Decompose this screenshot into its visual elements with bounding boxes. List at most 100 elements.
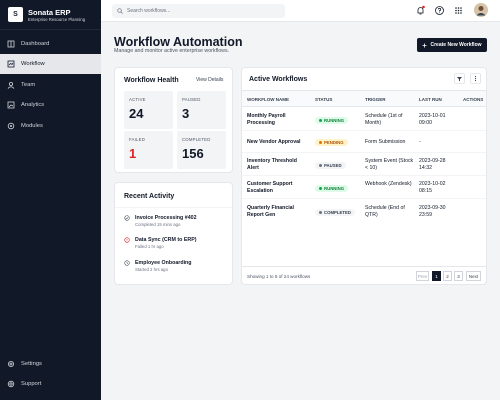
workflow-name[interactable]: Quarterly Financial Report Gen [247,205,294,218]
divider [242,130,486,131]
activity-item: Invoice Processing #402 Completed 15 mins… [124,215,234,227]
nav-item[interactable]: Team [0,75,101,95]
trigger: Form Submission [365,139,406,145]
nav-label: Dashboard [21,41,50,47]
activity-meta: Failed 1 hr ago [135,244,164,249]
table-header [242,91,486,106]
stat-tile: FAILED 1 [124,131,173,169]
stat-value: 3 [182,106,190,121]
nav-label: Workflow [21,61,45,67]
trigger: Webhook (Zendesk) [365,181,412,187]
stat-label: COMPLETED [182,137,211,142]
column-header: WORKFLOW NAME [247,97,289,102]
nav-label: Modules [21,123,43,129]
search-input[interactable]: Search workflows... [112,4,285,18]
last-run: 2023-09-28 14:32 [419,158,446,171]
stat-tile: PAUSED 3 [177,91,226,129]
pagination-prev[interactable]: Prev [416,271,429,281]
divider [242,175,486,176]
icon [7,40,15,48]
icon [7,60,15,68]
nav-label: Analytics [21,102,45,108]
icon [7,81,15,89]
status-label: RUNNING [324,118,345,123]
icon [8,361,14,367]
divider [242,90,486,91]
more-button[interactable] [470,73,481,84]
create-workflow-button[interactable]: Create New Workflow [417,38,487,52]
view-details-link[interactable]: View Details [196,77,224,83]
column-header: STATUS [315,97,333,102]
status-icon [124,215,130,221]
brand-name: Sonata ERP [28,8,71,17]
status-icon [124,237,130,243]
notifications-button[interactable] [415,5,426,16]
nav-item[interactable]: Workflow [0,54,101,74]
status-badge: PAUSED [315,162,346,169]
trigger: Schedule (End of QTR) [365,205,405,218]
apps-button[interactable] [453,5,464,16]
activity-title: Data Sync (CRM to ERP) [135,237,197,243]
status-label: COMPLETED [324,210,351,215]
plus-icon [422,43,427,47]
last-run: 2023-09-30 23:59 [419,205,446,218]
divider [242,198,486,199]
stat-label: ACTIVE [129,97,146,102]
icon [7,122,15,130]
stat-value: 1 [129,146,137,161]
activity-title: Invoice Processing #402 [135,215,197,221]
help-button[interactable] [434,5,445,16]
icon [7,101,15,109]
stat-label: PAUSED [182,97,201,102]
nav-label: Settings [21,361,42,367]
activity-item: Data Sync (CRM to ERP) Failed 1 hr ago [124,237,234,249]
divider [0,29,101,30]
table-summary: Showing 1 to 5 of 24 workflows [247,274,311,279]
page-subtitle: Manage and monitor active enterprise wor… [114,48,230,54]
workflow-name[interactable]: Inventory Threshold Alert [247,158,297,171]
stat-tile: ACTIVE 24 [124,91,173,129]
stat-tile: COMPLETED 156 [177,131,226,169]
card-title: Active Workflows [249,76,308,83]
nav-item[interactable]: Dashboard [0,34,101,54]
filter-button[interactable] [454,73,465,84]
card-title: Workflow Health [124,77,179,84]
status-icon [124,260,130,266]
column-header: ACTIONS [463,97,484,102]
pagination-page[interactable]: 2 [443,271,452,281]
card-title: Recent Activity [124,193,175,200]
pagination-page[interactable]: 1 [432,271,441,281]
trigger: System Event (Stock < 10) [365,158,414,171]
status-badge: PENDING [315,139,348,146]
search-icon [117,8,123,14]
health-card: Workflow Health View Details ACTIVE 24 PA… [114,67,233,173]
column-header: TRIGGER [365,97,386,102]
nav-item[interactable]: Settings [0,354,101,374]
trigger: Schedule (1st of Month) [365,113,403,126]
stat-label: FAILED [129,137,146,142]
topbar: Search workflows... [101,0,500,22]
stat-value: 156 [182,146,204,161]
button-label: Create New Workflow [430,42,482,48]
nav-label: Team [21,82,36,88]
nav-item[interactable]: Support [0,374,101,394]
pagination-page[interactable]: 3 [454,271,463,281]
pagination-next[interactable]: Next [466,271,481,281]
workflow-name[interactable]: New Vendor Approval [247,139,301,145]
workflow-name[interactable]: Customer Support Escalation [247,181,293,194]
status-badge: RUNNING [315,185,349,192]
status-label: PENDING [324,140,344,145]
last-run: 2023-10-01 09:00 [419,113,446,126]
activity-item: Employee Onboarding Started 2 hrs ago [124,260,234,272]
column-header: LAST RUN [419,97,442,102]
search-placeholder: Search workflows... [127,8,171,14]
nav-item[interactable]: Analytics [0,95,101,115]
divider [242,152,486,153]
last-run: 2023-10-02 08:15 [419,181,446,194]
user-avatar[interactable] [474,3,488,17]
activity-meta: Started 2 hrs ago [135,267,168,272]
workflow-name[interactable]: Monthly Payroll Processing [247,113,286,126]
nav-item[interactable]: Modules [0,116,101,136]
status-badge: RUNNING [315,117,349,124]
